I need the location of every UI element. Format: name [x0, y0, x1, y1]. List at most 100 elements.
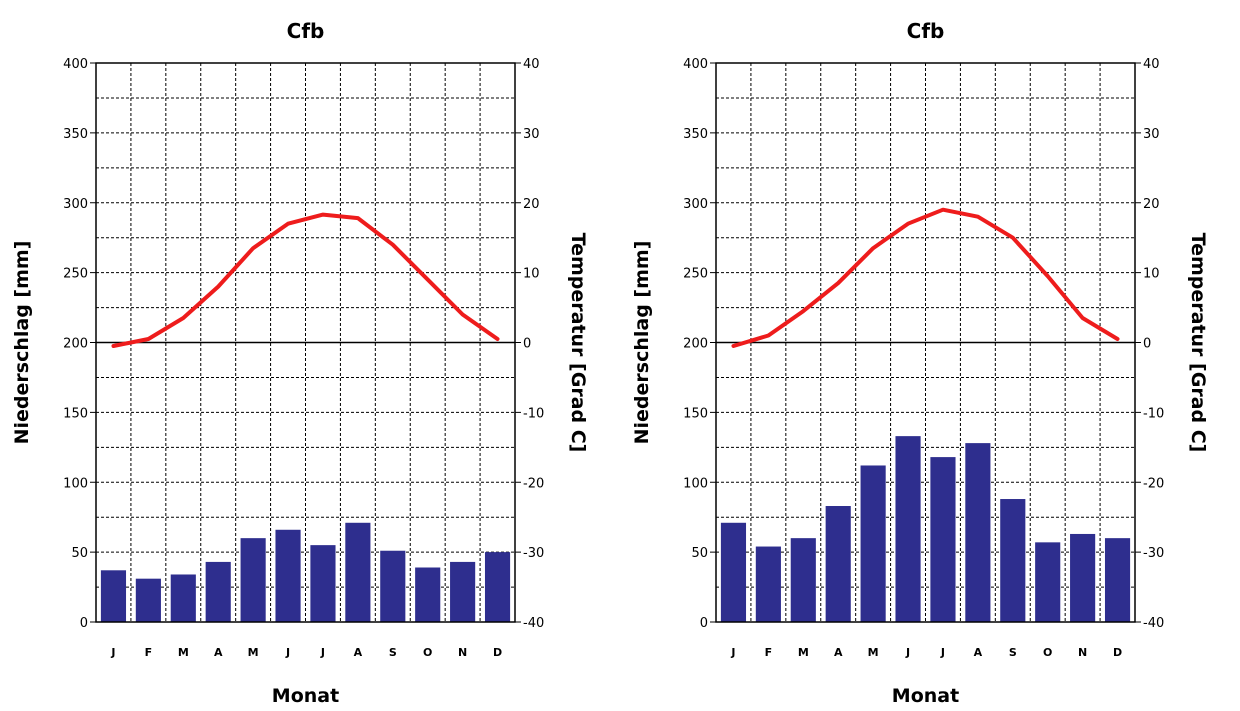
temperature-line [111, 212, 500, 348]
precipitation-bar-O [1035, 542, 1061, 622]
right-axis: -40 -30 -20 -10 0 10 20 30 40 [515, 57, 544, 631]
right-tick-label: -30 [523, 546, 544, 561]
precipitation-bar-J [930, 457, 956, 622]
month-label-J: J [110, 646, 115, 659]
temperature-point-D [495, 337, 500, 341]
left-axis: 0 50 100 150 200 250 300 350 400 [683, 57, 716, 631]
y-axis-label-left: Niederschlag [mm] [11, 241, 33, 445]
left-tick-label: 350 [63, 127, 88, 142]
month-label-S: S [389, 646, 397, 659]
right-tick-label: 20 [1143, 197, 1160, 212]
month-label-N: N [1078, 646, 1087, 659]
precipitation-bar-A [965, 443, 991, 622]
left-tick-label: 250 [683, 267, 708, 282]
precipitation-bar-M [860, 465, 886, 622]
month-label-F: F [765, 646, 773, 659]
temperature-point-O [426, 278, 430, 282]
precipitation-bar-A [205, 561, 231, 622]
month-label-J: J [320, 646, 325, 659]
month-label-M: M [798, 646, 809, 659]
month-label-O: O [1043, 646, 1052, 659]
month-label-A: A [834, 646, 843, 659]
right-tick-label: 20 [523, 197, 540, 212]
temperature-point-J [941, 208, 945, 212]
temperature-point-D [1115, 337, 1120, 341]
right-tick-label: -40 [1143, 616, 1164, 631]
month-label-J: J [940, 646, 945, 659]
chart-title: Cfb [287, 19, 325, 43]
left-tick-label: 100 [683, 476, 708, 491]
temperature-point-J [321, 213, 325, 217]
right-axis: -40 -30 -20 -10 0 10 20 30 40 [1135, 57, 1164, 631]
temperature-points [111, 213, 500, 348]
left-tick-label: 100 [63, 476, 88, 491]
precipitation-bar-A [345, 522, 371, 622]
y-axis-label-right: Temperatur [Grad C] [567, 233, 589, 453]
left-tick-label: 250 [63, 267, 88, 282]
precipitation-bar-F [755, 546, 781, 622]
right-tick-label: -10 [523, 406, 544, 421]
right-tick-label: 40 [1143, 57, 1160, 72]
right-tick-label: 0 [523, 337, 531, 352]
temperature-point-N [1081, 316, 1085, 320]
right-tick-label: -20 [523, 476, 544, 491]
month-label-N: N [458, 646, 467, 659]
right-tick-label: 30 [1143, 127, 1160, 142]
temperature-point-O [1046, 274, 1050, 278]
precipitation-bar-J [310, 545, 336, 622]
precipitation-bar-N [1070, 533, 1096, 622]
temperature-point-A [976, 215, 980, 219]
precipitation-bar-J [895, 436, 921, 622]
temperature-point-M [871, 246, 875, 250]
left-tick-label: 350 [683, 127, 708, 142]
grid [716, 63, 1135, 622]
temperature-point-M [181, 316, 185, 320]
left-tick-label: 200 [683, 337, 708, 352]
temperature-point-A [356, 216, 360, 220]
precipitation-bars [100, 522, 511, 622]
left-tick-label: 300 [63, 197, 88, 212]
left-axis: 0 50 100 150 200 250 300 350 400 [63, 57, 96, 631]
temperature-points [731, 208, 1120, 348]
climate-chart-left: 0 50 100 150 200 250 300 350 400 -40 -30 -20 -10 0 10 2… [11, 19, 589, 707]
temperature-line [731, 207, 1120, 348]
temperature-point-F [146, 337, 150, 341]
precipitation-bar-M [240, 538, 266, 622]
precipitation-bar-J [275, 529, 301, 622]
left-tick-label: 300 [683, 197, 708, 212]
month-label-S: S [1009, 646, 1017, 659]
precipitation-bar-A [825, 506, 851, 622]
precipitation-bar-D [484, 552, 511, 622]
right-tick-label: 0 [1143, 337, 1151, 352]
right-tick-label: 10 [1143, 267, 1160, 282]
x-axis-label: Monat [272, 685, 339, 707]
left-tick-label: 400 [63, 57, 88, 72]
precipitation-bar-O [415, 567, 441, 622]
temperature-point-J [286, 222, 290, 226]
month-label-M: M [248, 646, 259, 659]
month-label-D: D [1113, 646, 1122, 659]
precipitation-bar-N [450, 561, 476, 622]
right-tick-label: -40 [523, 616, 544, 631]
x-axis-label: Monat [892, 685, 959, 707]
temperature-point-J [906, 222, 910, 226]
left-tick-label: 150 [63, 406, 88, 421]
right-tick-label: 10 [523, 267, 540, 282]
climate-chart-right: 0 50 100 150 200 250 300 350 400 -40 -30 -20 -10 0 10 2… [620, 0, 1240, 711]
temperature-point-F [766, 333, 770, 338]
left-tick-label: 0 [700, 616, 708, 631]
precipitation-bars [720, 436, 1131, 622]
temperature-point-J [111, 344, 116, 348]
right-tick-label: -10 [1143, 406, 1164, 421]
month-label-F: F [145, 646, 153, 659]
month-label-J: J [730, 646, 735, 659]
month-label-A: A [354, 646, 363, 659]
precipitation-bar-D [1104, 538, 1131, 622]
temperature-point-M [801, 309, 805, 313]
left-tick-label: 200 [63, 337, 88, 352]
month-label-J: J [905, 646, 910, 659]
month-label-J: J [285, 646, 290, 659]
left-tick-label: 50 [71, 546, 88, 561]
chart-title: Cfb [907, 19, 945, 43]
